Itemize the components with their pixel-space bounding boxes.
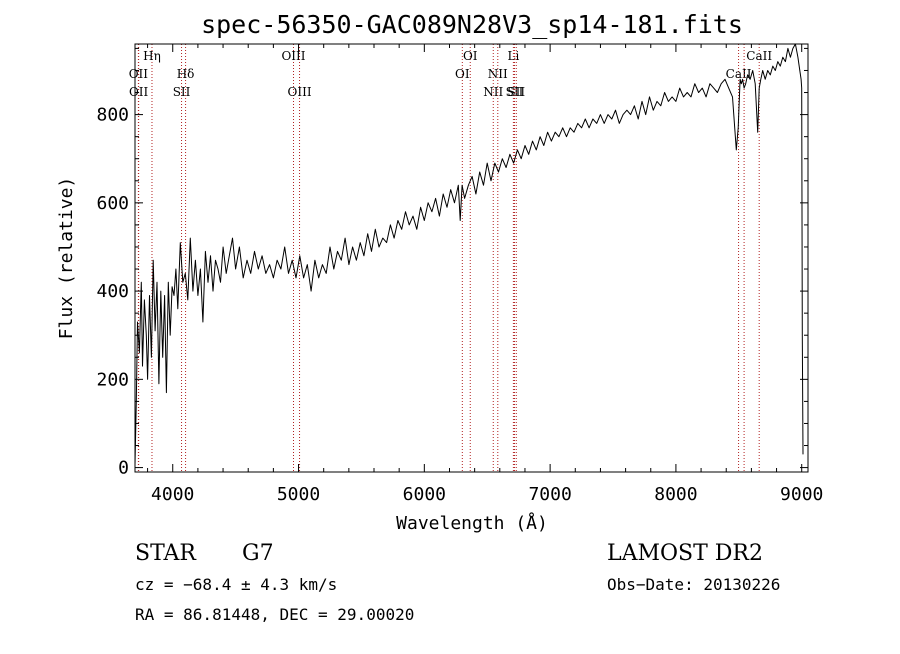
y-tick-label-4: 800 xyxy=(96,105,129,126)
coordinates: RA = 86.81448, DEC = 29.00020 xyxy=(135,605,414,624)
axis-ticks: 4000 5000 6000 7000 8000 9000 0 200 400 600 800 xyxy=(96,44,823,505)
spectral-line-label-3: SII xyxy=(173,85,191,99)
x-tick-label-0: 4000 xyxy=(151,484,194,505)
spectrum-series xyxy=(134,43,804,466)
x-axis-label: Wavelength (Å) xyxy=(396,512,548,534)
y-tick-label-0: 0 xyxy=(118,458,129,479)
spectral-line-label-13: SII xyxy=(507,85,525,99)
x-tick-label-1: 5000 xyxy=(277,484,320,505)
x-tick-label-4: 8000 xyxy=(654,484,697,505)
spectral-line-label-10: NII xyxy=(488,67,508,81)
spectral-line-label-4: Hδ xyxy=(177,67,195,81)
object-subclass: G7 xyxy=(242,541,274,566)
y-axis-label: Flux (relative) xyxy=(56,177,77,340)
spectral-line-label-2: Hη xyxy=(143,49,161,63)
spectral-line-label-11: Li xyxy=(507,49,519,63)
x-tick-label-3: 7000 xyxy=(528,484,571,505)
plot-frame xyxy=(134,43,809,473)
spectral-line-label-16: CaII xyxy=(746,49,772,63)
spectral-line-label-12: SII xyxy=(506,85,524,99)
spectral-line-label-9: NII xyxy=(483,85,503,99)
spectral-line-label-6: OIII xyxy=(288,85,312,99)
spectral-line-label-1: OII xyxy=(129,85,149,99)
x-tick-label-2: 6000 xyxy=(403,484,446,505)
spectral-line-label-7: OI xyxy=(455,67,470,81)
x-tick-label-5: 9000 xyxy=(780,484,823,505)
object-class: STAR xyxy=(135,541,197,566)
spectral-line-label-8: OI xyxy=(463,49,478,63)
y-tick-label-1: 200 xyxy=(96,369,129,390)
spectral-line-label-5: OIII xyxy=(281,49,305,63)
chart-title: spec-56350-GAC089N28V3_sp14-181.fits xyxy=(201,10,743,39)
y-tick-label-3: 600 xyxy=(96,193,129,214)
redshift-velocity: cz = −68.4 ± 4.3 km/s xyxy=(135,575,337,594)
observation-date: Obs−Date: 20130226 xyxy=(607,575,780,594)
spectral-line-label-14: CaII xyxy=(726,67,752,81)
survey-name: LAMOST DR2 xyxy=(607,541,763,566)
spectral-line-markers: OIIOIIHηSIIHδOIIIOIIIOIOINIINIILiSIISIIC… xyxy=(129,44,772,472)
spectrum-line-0 xyxy=(134,43,804,466)
y-tick-label-2: 400 xyxy=(96,281,129,302)
